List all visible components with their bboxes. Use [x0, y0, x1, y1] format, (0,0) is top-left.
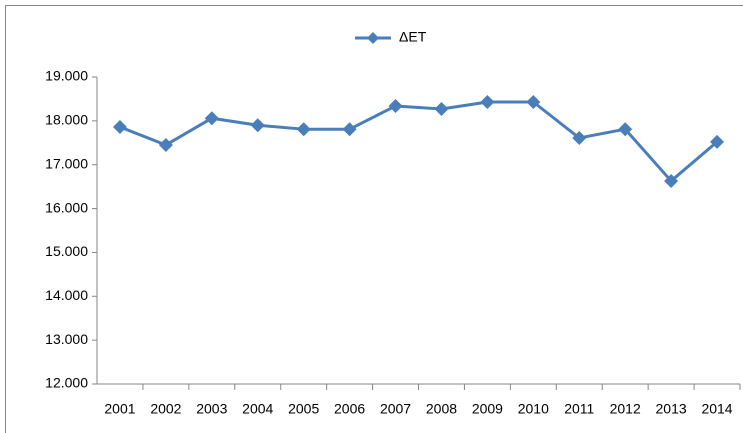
- data-marker: [112, 119, 127, 134]
- x-tick-label: 2001: [104, 401, 135, 417]
- data-marker: [388, 98, 403, 113]
- data-marker: [250, 118, 265, 133]
- y-tick-label: 12.000: [45, 375, 88, 391]
- data-line: [119, 100, 719, 183]
- data-marker: [158, 137, 173, 152]
- y-tick-label: 17.000: [45, 155, 88, 171]
- x-tick-label: 2002: [150, 401, 181, 417]
- y-tick-label: 19.000: [45, 68, 88, 84]
- x-tick-label: 2004: [242, 401, 273, 417]
- legend-marker: [367, 32, 379, 44]
- data-marker: [572, 130, 587, 145]
- x-tick-label: 2011: [564, 401, 594, 417]
- x-tick-label: 2007: [380, 401, 411, 417]
- x-tick-label: 2005: [288, 401, 319, 417]
- chart-frame: [5, 5, 743, 433]
- data-marker: [526, 94, 541, 109]
- y-tick-label: 15.000: [45, 243, 88, 259]
- data-marker: [204, 111, 219, 126]
- data-marker: [664, 173, 679, 188]
- x-tick-label: 2013: [656, 401, 687, 417]
- data-marker: [342, 122, 357, 137]
- y-tick-label: 14.000: [45, 287, 88, 303]
- x-tick-label: 2010: [518, 401, 549, 417]
- x-tick-label: 2009: [472, 401, 503, 417]
- x-tick-label: 2012: [610, 401, 641, 417]
- x-tick-label: 2003: [196, 401, 227, 417]
- data-marker: [618, 122, 633, 137]
- x-tick-label: 2008: [426, 401, 457, 417]
- data-marker: [434, 102, 449, 117]
- data-marker: [296, 122, 311, 137]
- legend-label: ΔΕΤ: [399, 29, 427, 45]
- y-tick-label: 13.000: [45, 331, 88, 347]
- y-tick-label: 16.000: [45, 199, 88, 215]
- x-tick-label: 2014: [701, 401, 732, 417]
- y-tick-label: 18.000: [45, 112, 88, 128]
- data-marker: [710, 134, 725, 149]
- x-tick-label: 2006: [334, 401, 365, 417]
- data-marker: [480, 94, 495, 109]
